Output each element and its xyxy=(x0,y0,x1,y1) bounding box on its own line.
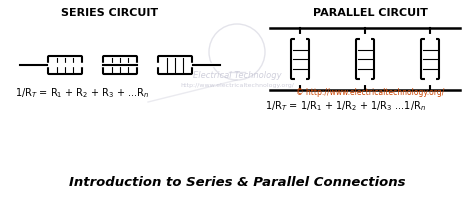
FancyBboxPatch shape xyxy=(48,57,82,75)
FancyBboxPatch shape xyxy=(291,40,309,80)
FancyBboxPatch shape xyxy=(421,40,439,80)
Text: http://www.electricaltechnology.org/: http://www.electricaltechnology.org/ xyxy=(180,83,294,88)
Text: SERIES CIRCUIT: SERIES CIRCUIT xyxy=(62,8,159,18)
FancyBboxPatch shape xyxy=(356,40,374,80)
FancyBboxPatch shape xyxy=(158,57,192,75)
FancyBboxPatch shape xyxy=(103,57,137,75)
Text: 1/R$_T$ = 1/R$_1$ + 1/R$_2$ + 1/R$_3$ ...1/R$_n$: 1/R$_T$ = 1/R$_1$ + 1/R$_2$ + 1/R$_3$ ..… xyxy=(265,99,426,112)
Text: 1/R$_T$ = R$_1$ + R$_2$ + R$_3$ + ...R$_n$: 1/R$_T$ = R$_1$ + R$_2$ + R$_3$ + ...R$_… xyxy=(15,86,149,99)
Text: PARALLEL CIRCUIT: PARALLEL CIRCUIT xyxy=(312,8,428,18)
Text: Electrical Technology: Electrical Technology xyxy=(193,71,281,80)
Text: Introduction to Series & Parallel Connections: Introduction to Series & Parallel Connec… xyxy=(69,176,405,189)
Text: © http://www.electricaltechnology.org/: © http://www.electricaltechnology.org/ xyxy=(296,88,444,97)
